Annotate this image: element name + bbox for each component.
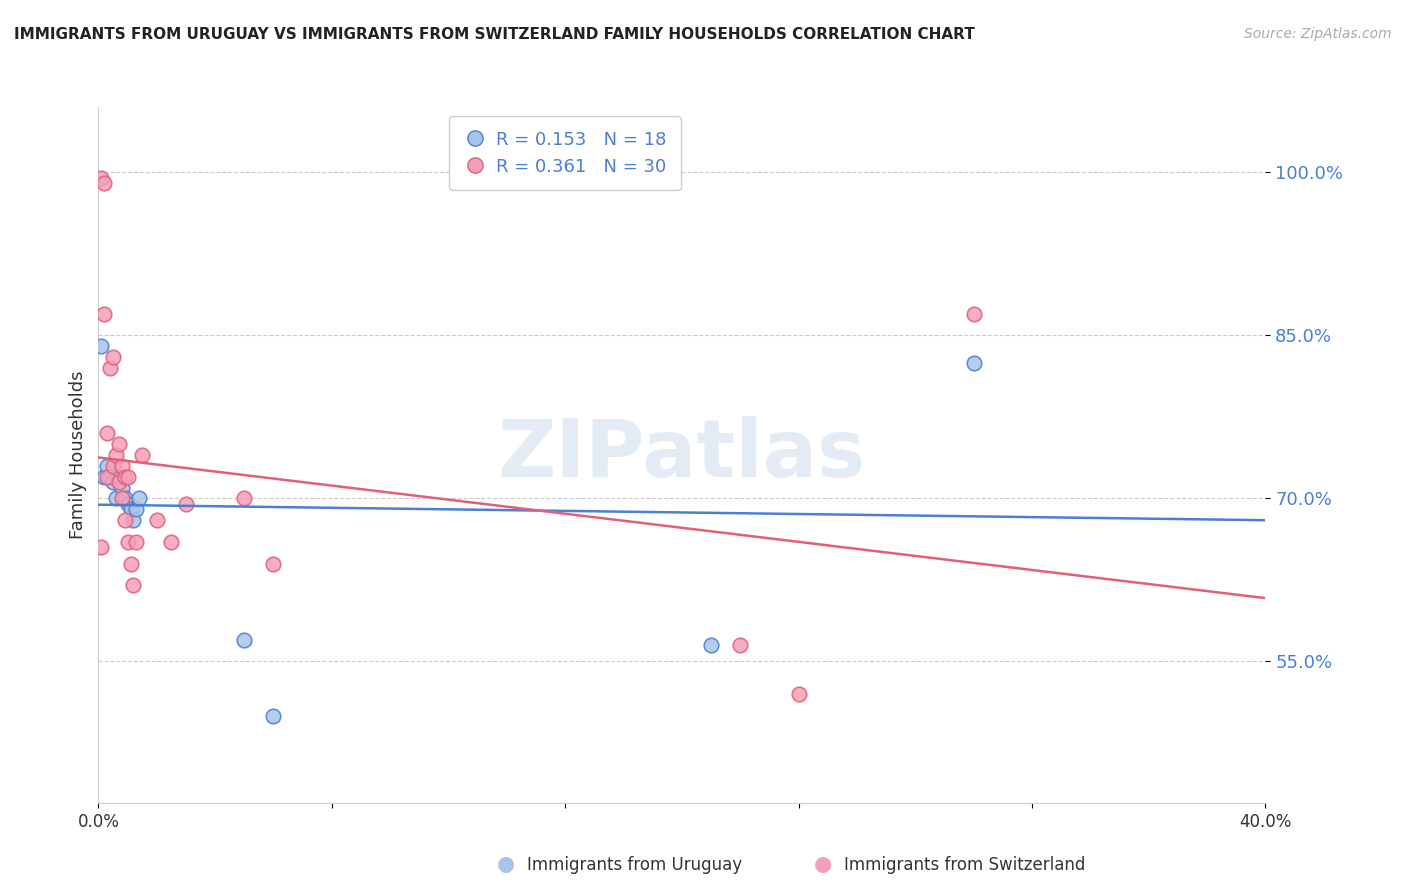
Point	[104, 448, 127, 462]
Point	[114, 469, 136, 483]
Point	[90, 170, 112, 185]
Point	[101, 458, 124, 473]
Point	[98, 361, 121, 376]
Y-axis label: Family Households: Family Households	[69, 371, 87, 539]
Point	[96, 469, 118, 483]
Point	[101, 350, 124, 364]
Point	[117, 534, 139, 549]
Point	[93, 307, 115, 321]
Text: ●: ●	[814, 854, 831, 873]
Legend: R = 0.153   N = 18, R = 0.361   N = 30: R = 0.153 N = 18, R = 0.361 N = 30	[450, 116, 681, 190]
Point	[98, 469, 121, 483]
Text: ●: ●	[498, 854, 515, 873]
Point	[233, 632, 256, 647]
Text: Immigrants from Uruguay: Immigrants from Uruguay	[527, 855, 742, 873]
Point	[160, 534, 183, 549]
Point	[108, 469, 131, 483]
Point	[90, 339, 112, 353]
Point	[111, 458, 134, 473]
Point	[93, 469, 115, 483]
Point	[101, 475, 124, 489]
Point	[962, 307, 984, 321]
Point	[122, 578, 145, 592]
Text: IMMIGRANTS FROM URUGUAY VS IMMIGRANTS FROM SWITZERLAND FAMILY HOUSEHOLDS CORRELA: IMMIGRANTS FROM URUGUAY VS IMMIGRANTS FR…	[14, 27, 974, 42]
Text: ZIPatlas: ZIPatlas	[498, 416, 866, 494]
Point	[90, 541, 112, 555]
Point	[128, 491, 150, 506]
Text: Source: ZipAtlas.com: Source: ZipAtlas.com	[1244, 27, 1392, 41]
Point	[114, 491, 136, 506]
Point	[108, 437, 131, 451]
Point	[125, 534, 148, 549]
Text: Immigrants from Switzerland: Immigrants from Switzerland	[844, 855, 1085, 873]
Point	[111, 491, 134, 506]
Point	[262, 708, 284, 723]
Point	[233, 491, 256, 506]
Point	[108, 475, 131, 489]
Point	[120, 502, 142, 516]
Point	[96, 458, 118, 473]
Point	[174, 497, 197, 511]
Point	[93, 176, 115, 190]
Point	[125, 502, 148, 516]
Point	[117, 469, 139, 483]
Point	[146, 513, 169, 527]
Point	[117, 497, 139, 511]
Point	[700, 638, 723, 652]
Point	[962, 355, 984, 369]
Point	[730, 638, 752, 652]
Point	[787, 687, 810, 701]
Point	[131, 448, 153, 462]
Point	[122, 513, 145, 527]
Point	[104, 491, 127, 506]
Point	[114, 513, 136, 527]
Point	[111, 481, 134, 495]
Point	[96, 426, 118, 441]
Point	[262, 557, 284, 571]
Point	[120, 557, 142, 571]
